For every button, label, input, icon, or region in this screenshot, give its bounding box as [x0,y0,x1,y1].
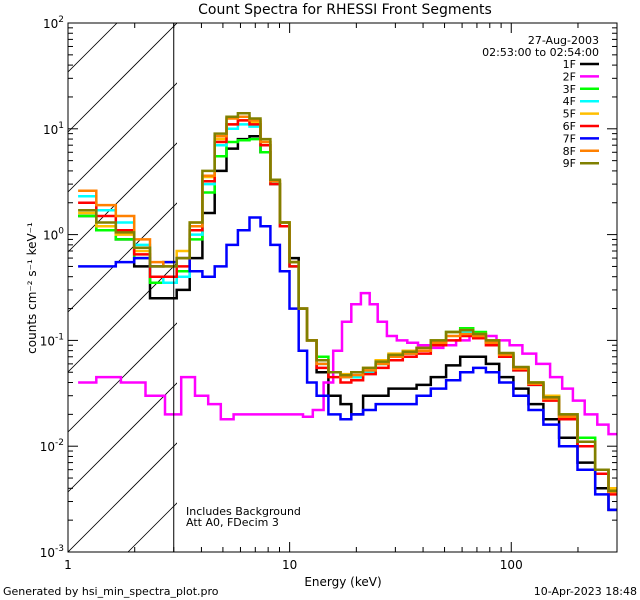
plot-frame [67,22,618,553]
y-tick-label: 10-1 [40,332,64,348]
y-axis-label: counts cm⁻² s⁻¹ keV⁻¹ [25,222,39,354]
series-line-2F [78,291,617,436]
note-attenuator: Att A0, FDecim 3 [186,516,279,529]
y-tick-label: 100 [43,227,64,243]
legend-label-1F: 1F [563,58,576,71]
series-line-7F [78,216,617,512]
x-axis-ticks: 1 10 100 [64,23,618,572]
hatch-line [68,23,177,133]
hatch-line [68,202,177,313]
hatch-line [68,382,177,493]
footer-generated-by: Generated by hsi_min_spectra_plot.pro [3,585,219,598]
note-background: Includes Background [186,505,301,518]
series-line-3F [78,137,617,490]
hatch-line [68,82,177,193]
legend-label-3F: 3F [563,83,576,96]
y-axis-ticks: 10-3 10-2 10-1 100 101 102 [40,15,617,560]
y-tick-label: 101 [43,121,64,137]
legend-label-6F: 6F [563,120,576,133]
hatched-excluded-region [68,23,177,552]
series-line-9F [78,112,617,492]
legend-label-5F: 5F [563,108,576,121]
hatch-line [68,23,118,73]
series-line-6F [78,119,617,496]
x-tick-label: 1 [64,558,72,572]
observation-date: 27-Aug-2003 [528,34,599,47]
legend-label-2F: 2F [563,70,576,83]
series-line-1F [78,135,617,512]
series-line-8F [78,115,617,494]
y-tick-label: 10-3 [40,544,64,560]
chart-title: Count Spectra for RHESSI Front Segments [198,2,492,18]
legend-label-4F: 4F [563,95,576,108]
hatch-line [68,262,177,373]
hatch-line [68,142,177,253]
hatch-line [68,322,177,433]
y-tick-label: 102 [43,15,64,31]
legend-label-7F: 7F [563,132,576,145]
hatch-line [68,442,177,552]
series-line-5F [78,119,617,490]
legend-label-8F: 8F [563,145,576,158]
observation-time-range: 02:53:00 to 02:54:00 [482,46,599,59]
x-tick-label: 100 [500,558,523,572]
series-line-4F [78,123,617,490]
footer-timestamp: 10-Apr-2023 18:48 [534,585,637,598]
x-axis-label: Energy (keV) [304,575,381,589]
y-tick-label: 10-2 [40,438,64,454]
legend-label-9F: 9F [563,157,576,170]
series-group [78,112,617,512]
x-tick-label: 10 [282,558,297,572]
